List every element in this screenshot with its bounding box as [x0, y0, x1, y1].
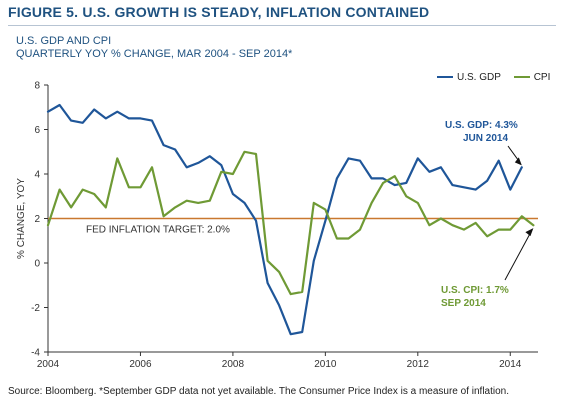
- y-tick-label: -4: [31, 348, 40, 359]
- cpi-annotation-date: SEP 2014: [441, 298, 486, 309]
- x-tick-label: 2006: [129, 359, 152, 370]
- gdp-annotation-date: JUN 2014: [463, 133, 508, 144]
- chart-heading: U.S. GDP AND CPI QUARTERLY YOY % CHANGE,…: [16, 35, 292, 61]
- cpi-annotation-value: U.S. CPI: 1.7%: [441, 285, 509, 296]
- x-tick-label: 2014: [499, 359, 522, 370]
- y-axis-label: % CHANGE, YOY: [16, 178, 27, 259]
- legend-item-cpi: CPI: [513, 71, 551, 83]
- chart-subtitle: QUARTERLY YOY % CHANGE, MAR 2004 - SEP 2…: [16, 48, 293, 60]
- x-tick-label: 2008: [222, 359, 245, 370]
- series-line-gdp: [46, 103, 523, 336]
- legend-label-cpi: CPI: [533, 71, 551, 83]
- y-tick-label: 4: [34, 170, 40, 181]
- legend-label-gdp: U.S. GDP: [457, 71, 501, 83]
- y-tick-label: 6: [34, 125, 40, 136]
- x-tick-label: 2004: [37, 359, 60, 370]
- title-divider: [8, 25, 556, 26]
- chart-legend: U.S. GDP CPI: [437, 70, 560, 83]
- gdp-annotation-value: U.S. GDP: 4.3%: [445, 120, 518, 131]
- x-tick-label: 2010: [314, 359, 337, 370]
- y-tick-label: -2: [31, 303, 40, 314]
- cpi-annotation-arrowhead: [525, 228, 534, 237]
- cpi-annotation-arrow: [504, 230, 532, 281]
- fed-target-label: FED INFLATION TARGET: 2.0%: [86, 225, 230, 236]
- y-tick-label: 0: [34, 259, 40, 270]
- chart-title: U.S. GDP AND CPI: [16, 35, 112, 47]
- y-tick-label: 8: [34, 81, 40, 92]
- source-note: Source: Bloomberg. *September GDP data n…: [8, 386, 510, 397]
- legend-swatch-gdp: [437, 76, 453, 78]
- figure-title: FIGURE 5. U.S. GROWTH IS STEADY, INFLATI…: [8, 4, 430, 20]
- y-tick-label: 2: [34, 214, 40, 225]
- series-line-cpi: [46, 150, 535, 296]
- x-tick-label: 2012: [407, 359, 430, 370]
- legend-swatch-cpi: [513, 76, 530, 78]
- legend-item-gdp: U.S. GDP: [437, 72, 501, 83]
- gdp-annotation-arrowhead: [514, 157, 522, 166]
